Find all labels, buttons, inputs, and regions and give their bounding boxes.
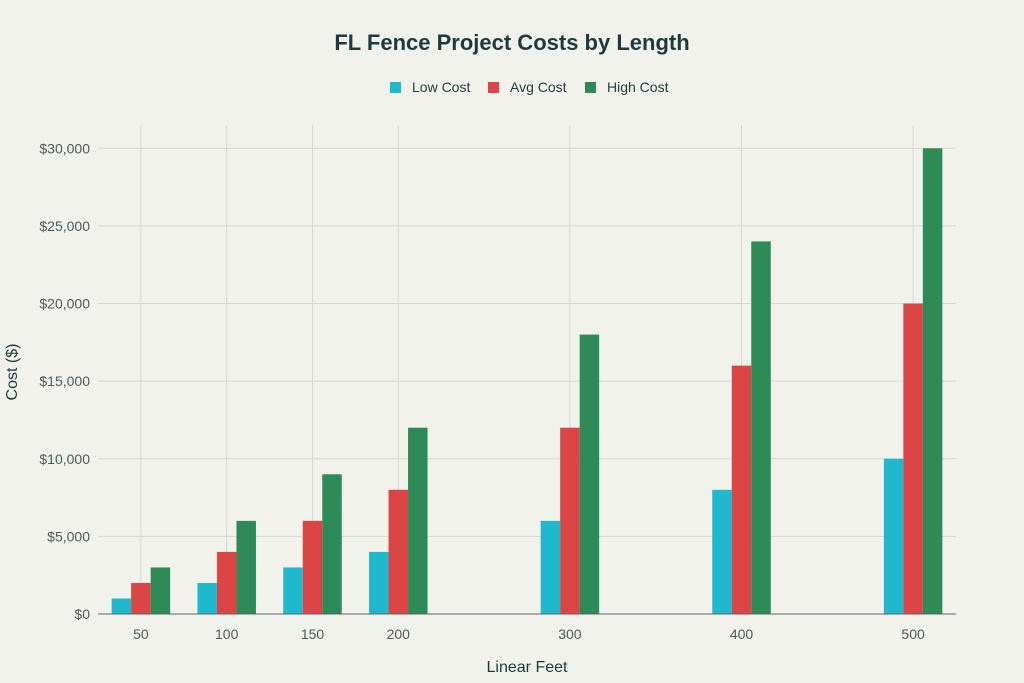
bar-avg-cost <box>560 427 580 614</box>
legend-label: High Cost <box>607 79 669 95</box>
bar-high-cost <box>236 520 256 614</box>
legend-swatch <box>585 82 596 93</box>
y-tick-label: $15,000 <box>39 373 90 389</box>
x-tick-label: 200 <box>387 626 411 642</box>
x-tick-label: 100 <box>215 626 239 642</box>
legend: Low Cost Avg Cost High Cost <box>390 79 669 95</box>
bar-avg-cost <box>302 520 323 614</box>
bar-high-cost <box>408 427 428 614</box>
bar-avg-cost <box>903 303 923 614</box>
bar-high-cost <box>150 567 171 614</box>
grid-lines <box>98 125 956 614</box>
legend-swatch <box>390 82 401 93</box>
x-tick-label: 500 <box>901 626 925 642</box>
legend-label: Low Cost <box>412 79 470 95</box>
bar-low-cost <box>369 551 389 614</box>
bar-avg-cost <box>216 551 237 614</box>
bar-avg-cost <box>388 489 409 614</box>
x-axis-title: Linear Feet <box>487 659 568 676</box>
bars <box>111 148 943 615</box>
x-tick-label: 300 <box>558 626 582 642</box>
bar-low-cost <box>540 520 561 614</box>
y-axis-title: Cost ($) <box>4 344 21 401</box>
y-tick-label: $5,000 <box>47 528 90 544</box>
legend-swatch <box>488 82 499 93</box>
y-tick-label: $0 <box>74 606 90 622</box>
chart-title: FL Fence Project Costs by Length <box>334 30 689 55</box>
y-tick-label: $10,000 <box>39 451 90 467</box>
bar-high-cost <box>751 241 771 614</box>
bar-high-cost <box>922 148 943 615</box>
bar-avg-cost <box>131 582 151 614</box>
bar-high-cost <box>322 474 342 614</box>
bar-low-cost <box>283 567 303 614</box>
bar-low-cost <box>883 458 904 614</box>
bar-high-cost <box>579 334 600 614</box>
y-tick-label: $30,000 <box>39 140 90 156</box>
x-tick-label: 150 <box>301 626 325 642</box>
x-tick-label: 50 <box>133 626 149 642</box>
bar-low-cost <box>197 582 217 614</box>
tick-labels: $0 $5,000 $10,000 $15,000 $20,000 $25,000 $30,… <box>39 140 925 642</box>
x-tick-label: 400 <box>730 626 754 642</box>
bar-low-cost <box>111 598 132 614</box>
y-tick-label: $20,000 <box>39 296 90 312</box>
legend-label: Avg Cost <box>510 79 567 95</box>
bar-low-cost <box>712 489 732 614</box>
y-tick-label: $25,000 <box>39 218 90 234</box>
bar-avg-cost <box>731 365 752 614</box>
